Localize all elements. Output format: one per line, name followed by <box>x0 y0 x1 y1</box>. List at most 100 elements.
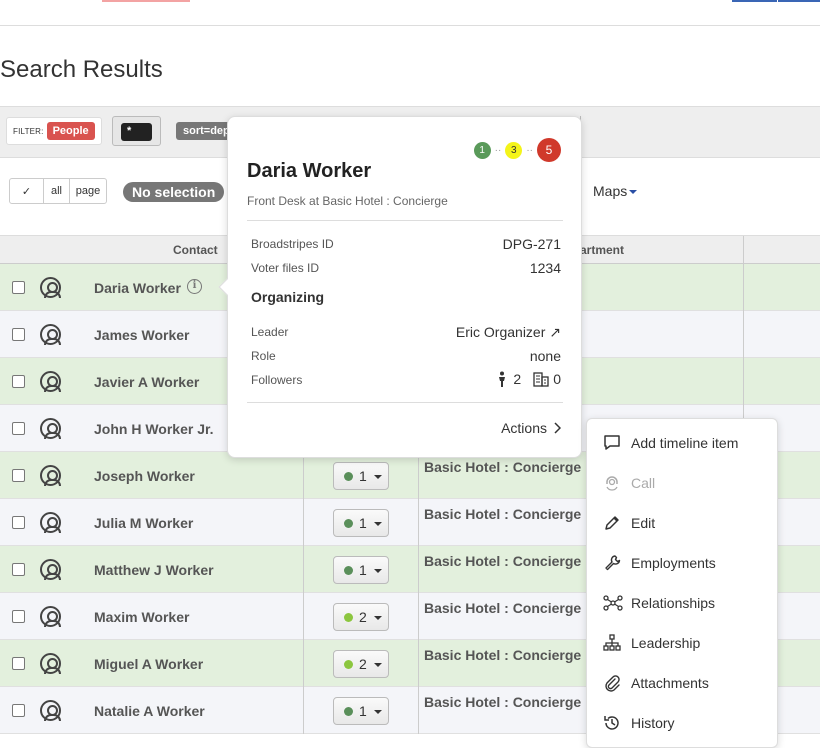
history-icon <box>603 713 631 733</box>
contact-popover: 1 ·· 3 ·· 5 Daria Worker Front Desk at B… <box>218 116 582 458</box>
menu-item-attachments[interactable]: Attachments <box>603 671 709 695</box>
contact-name-link[interactable]: Joseph Worker <box>94 468 195 484</box>
menu-item-employments[interactable]: Employments <box>603 551 716 575</box>
rating-dropdown[interactable]: 1 <box>333 697 389 725</box>
user-circle-icon <box>40 371 61 392</box>
actions-button[interactable]: Actions <box>501 420 561 436</box>
contact-name-link[interactable]: Julia M Worker <box>94 515 194 531</box>
nav-highlight-blue <box>732 0 820 2</box>
column-header-contact[interactable]: Contact <box>173 243 218 257</box>
filter-box[interactable]: FILTER: People <box>6 117 102 145</box>
paperclip-icon <box>603 673 631 693</box>
followers-org-count: 0 <box>553 371 561 387</box>
current-rating-badge: 5 <box>537 138 561 162</box>
rating-badge: 1 <box>473 141 491 159</box>
employment-link[interactable]: Basic Hotel : Concierge <box>424 459 582 475</box>
broadstripes-id-label: Broadstripes ID <box>251 237 334 251</box>
column-divider <box>418 593 419 640</box>
row-checkbox[interactable] <box>12 563 25 576</box>
external-link-icon: ↗ <box>549 324 561 340</box>
row-checkbox[interactable] <box>12 375 25 388</box>
role-label: Role <box>251 349 276 363</box>
contact-name-link[interactable]: Daria Worker <box>94 280 181 296</box>
user-circle-icon <box>40 277 61 298</box>
menu-item-history[interactable]: History <box>603 711 675 735</box>
row-checkbox[interactable] <box>12 422 25 435</box>
menu-item-call: Call <box>603 471 655 495</box>
caret-down-icon <box>374 522 382 526</box>
nav-divider <box>777 0 778 2</box>
wrench-icon <box>603 553 631 573</box>
rating-dropdown[interactable]: 2 <box>333 603 389 631</box>
column-header-department[interactable]: artment <box>580 243 625 257</box>
nav-highlight-red <box>102 0 190 2</box>
column-divider <box>303 593 304 640</box>
employment-link[interactable]: Basic Hotel : Concierge <box>424 600 582 616</box>
organizing-heading: Organizing <box>251 289 325 305</box>
menu-item-relationships[interactable]: Relationships <box>603 591 715 615</box>
employment-link[interactable]: Basic Hotel : Concierge <box>424 506 582 522</box>
filter-chip-people[interactable]: People <box>46 122 95 140</box>
menu-item-label: Edit <box>631 515 656 531</box>
popover-subtitle: Front Desk at Basic Hotel : Concierge <box>247 194 448 208</box>
select-check-button[interactable]: ✓ <box>10 179 44 203</box>
column-divider <box>303 499 304 546</box>
contact-name-link[interactable]: Miguel A Worker <box>94 656 204 672</box>
info-icon[interactable]: i <box>187 279 202 294</box>
rating-value: 2 <box>359 656 367 672</box>
row-checkbox[interactable] <box>12 516 25 529</box>
contact-name-link[interactable]: Matthew J Worker <box>94 562 214 578</box>
menu-item-label: Add timeline item <box>631 435 739 451</box>
caret-down-icon <box>374 710 382 714</box>
rating-history: 1 ·· 3 ·· 5 <box>473 138 561 162</box>
row-checkbox[interactable] <box>12 328 25 341</box>
menu-item-leadership[interactable]: Leadership <box>603 631 700 655</box>
employment-link[interactable]: Basic Hotel : Concierge <box>424 694 582 710</box>
contact-name-link[interactable]: James Worker <box>94 327 190 343</box>
person-icon <box>499 371 506 387</box>
user-circle-icon <box>40 700 61 721</box>
pencil-icon <box>603 513 631 533</box>
broadstripes-id-value: DPG-271 <box>502 236 561 252</box>
user-circle-icon <box>40 465 61 486</box>
row-checkbox[interactable] <box>12 469 25 482</box>
rating-value: 1 <box>359 562 367 578</box>
rating-dot <box>344 519 353 528</box>
contact-name-link[interactable]: Javier A Worker <box>94 374 200 390</box>
sort-chip[interactable]: sort=dep <box>176 122 236 140</box>
followers-label: Followers <box>251 373 303 387</box>
caret-down-icon <box>374 475 382 479</box>
employment-link[interactable]: Basic Hotel : Concierge <box>424 647 582 663</box>
rating-dropdown[interactable]: 2 <box>333 650 389 678</box>
employment-link[interactable]: Basic Hotel : Concierge <box>424 553 582 569</box>
rating-dropdown[interactable]: 1 <box>333 509 389 537</box>
row-checkbox[interactable] <box>12 281 25 294</box>
rating-dropdown[interactable]: 1 <box>333 462 389 490</box>
leader-link[interactable]: Eric Organizer ↗ <box>456 324 561 341</box>
menu-item-add-timeline-item[interactable]: Add timeline item <box>603 431 738 455</box>
query-chip[interactable]: * <box>121 123 152 141</box>
rating-dropdown[interactable]: 1 <box>333 556 389 584</box>
contact-name-link[interactable]: John H Worker Jr. <box>94 421 214 437</box>
leader-name: Eric Organizer <box>455 324 546 340</box>
rating-dot <box>344 613 353 622</box>
contact-name-link[interactable]: Maxim Worker <box>94 609 190 625</box>
row-checkbox[interactable] <box>12 610 25 623</box>
select-all-button[interactable]: all <box>44 179 70 203</box>
divider <box>247 402 563 403</box>
rating-dot <box>344 660 353 669</box>
query-box[interactable]: * <box>112 116 161 146</box>
row-checkbox[interactable] <box>12 657 25 670</box>
maps-dropdown[interactable]: Maps <box>593 183 638 199</box>
building-icon <box>533 372 549 387</box>
column-divider <box>303 687 304 734</box>
menu-item-edit[interactable]: Edit <box>603 511 655 535</box>
rating-value: 1 <box>359 468 367 484</box>
rating-value: 1 <box>359 515 367 531</box>
select-page-button[interactable]: page <box>75 185 101 197</box>
user-circle-icon <box>40 418 61 439</box>
column-divider <box>743 264 744 311</box>
column-divider <box>303 452 304 499</box>
row-checkbox[interactable] <box>12 704 25 717</box>
contact-name-link[interactable]: Natalie A Worker <box>94 703 205 719</box>
